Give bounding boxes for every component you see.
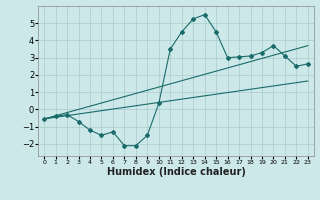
X-axis label: Humidex (Indice chaleur): Humidex (Indice chaleur) (107, 167, 245, 177)
